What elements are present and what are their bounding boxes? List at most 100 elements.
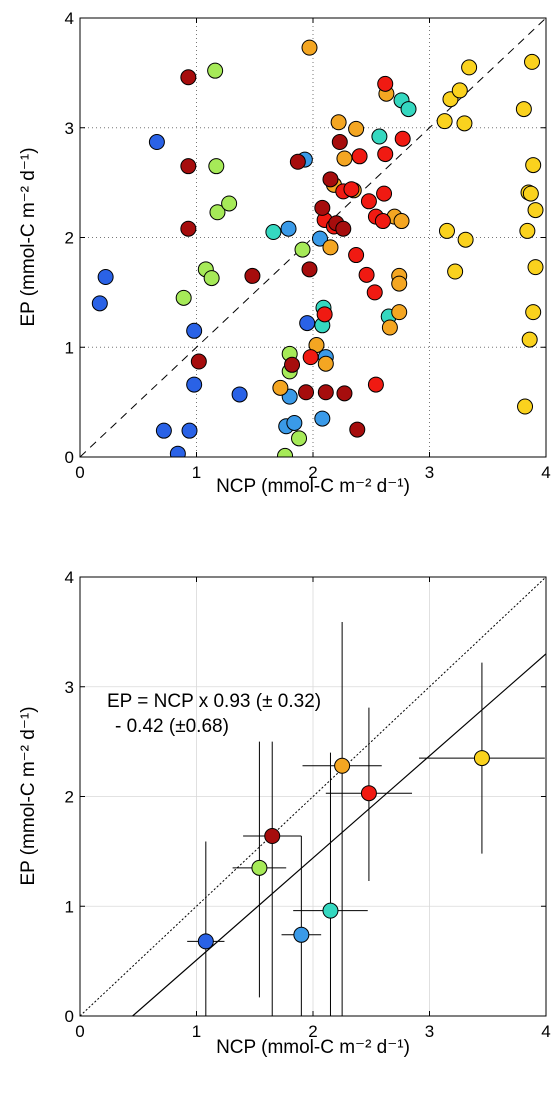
top-data-point-52 — [272, 379, 289, 396]
bot-xtick-label-1: 1 — [192, 1022, 201, 1041]
bot-ytick-label-0: 0 — [65, 1007, 74, 1026]
top-data-point-41 — [330, 114, 347, 131]
bot-data-point-4 — [264, 828, 281, 845]
top-x-axis-label-text: NCP (mmol-C m⁻² d⁻¹) — [216, 476, 410, 497]
top-data-point-17 — [311, 230, 328, 247]
top-data-point-96 — [461, 59, 478, 76]
top-data-point-60 — [348, 247, 365, 264]
bot-data-point-2 — [322, 902, 339, 919]
top-data-point-65 — [367, 376, 384, 393]
bottom-y-axis-label: EP (mmol-C m⁻² d⁻¹) — [18, 706, 39, 885]
top-data-point-74 — [180, 220, 197, 237]
top-data-point-28 — [209, 204, 226, 221]
top-data-point-83 — [322, 171, 339, 188]
top-ticks: 00 1 1 2 2 3 3 4 4 — [65, 9, 551, 482]
top-data-point-79 — [298, 384, 315, 401]
top-data-point-59 — [343, 181, 360, 198]
top-data-point-69 — [377, 146, 394, 163]
top-data-point-105 — [525, 304, 542, 321]
top-data-point-24 — [400, 101, 417, 118]
top-data-point-67 — [374, 213, 391, 230]
bot-xtick-label-0: 0 — [75, 1022, 84, 1041]
top-data-point-97 — [515, 101, 532, 118]
bot-ytick-label-2: 2 — [65, 788, 74, 807]
bottom-one-to-one-dotted-line — [80, 577, 546, 1016]
top-data-point-77 — [284, 356, 301, 373]
top-x-axis-label: NCP (mmol-C m⁻² d⁻¹) — [216, 476, 410, 497]
top-data-point-51 — [393, 213, 410, 230]
bottom-x-axis-label: NCP (mmol-C m⁻² d⁻¹) — [216, 1037, 410, 1058]
top-data-point-82 — [317, 384, 334, 401]
bottom-ticks: 00 1 1 2 2 3 3 4 4 — [65, 568, 551, 1041]
top-data-point-80 — [301, 261, 318, 278]
top-data-point-63 — [360, 193, 377, 210]
top-data-point-76 — [244, 267, 261, 284]
bot-xtick-label-3: 3 — [425, 1022, 434, 1041]
top-data-point-18 — [265, 224, 282, 241]
top-data-point-92 — [447, 263, 464, 280]
regression-equation-line2: - 0.42 (±0.68) — [115, 716, 229, 737]
top-data-point-38 — [317, 355, 334, 372]
top-data-point-50 — [391, 304, 408, 321]
top-one-to-one-dashed-line — [80, 18, 546, 457]
bot-data-point-1 — [293, 926, 310, 943]
bot-ytick-label-3: 3 — [65, 678, 74, 697]
bottom-panel: 00 1 1 2 2 3 3 4 4 EP = NCP x 0.93 (± 0.32) - 0.… — [18, 568, 551, 1058]
top-data-point-27 — [208, 158, 225, 175]
top-xtick-label-2: 2 — [308, 463, 317, 482]
top-data-point-62 — [358, 266, 375, 283]
top-data-point-39 — [322, 239, 339, 256]
bottom-points — [197, 750, 490, 950]
bottom-regression-line — [132, 653, 546, 1016]
top-data-point-87 — [336, 385, 353, 402]
top-data-point-9 — [299, 315, 316, 332]
top-data-point-95 — [457, 231, 474, 248]
top-data-point-102 — [522, 185, 539, 202]
bottom-x-axis-label-text: NCP (mmol-C m⁻² d⁻¹) — [216, 1037, 410, 1058]
top-one-to-one-line — [80, 18, 546, 457]
top-data-point-101 — [521, 331, 538, 348]
top-xtick-label-0: 0 — [75, 463, 84, 482]
top-data-point-107 — [527, 202, 544, 219]
top-panel: 00 1 1 2 2 3 3 4 4 NCP (mmol-C m⁻² d⁻¹) EP (mmol… — [18, 9, 551, 497]
top-data-point-55 — [316, 306, 333, 323]
top-data-point-5 — [181, 422, 198, 439]
top-ytick-label-1: 1 — [65, 338, 74, 357]
top-data-point-94 — [456, 115, 473, 132]
regression-equation-line1: EP = NCP x 0.93 (± 0.32) — [107, 691, 321, 712]
top-data-point-8 — [231, 386, 248, 403]
bot-data-point-3 — [251, 859, 268, 876]
top-data-point-104 — [525, 157, 542, 174]
top-data-point-68 — [376, 185, 393, 202]
top-data-point-72 — [180, 69, 197, 86]
bot-data-point-0 — [197, 933, 214, 950]
top-data-point-35 — [291, 430, 308, 447]
bot-ytick-label-1: 1 — [65, 897, 74, 916]
top-data-point-32 — [277, 447, 294, 457]
top-data-point-61 — [351, 148, 368, 165]
top-data-point-26 — [207, 62, 224, 79]
top-data-point-25 — [175, 289, 192, 306]
top-data-point-98 — [517, 398, 534, 415]
top-data-point-90 — [438, 222, 455, 239]
top-data-point-44 — [348, 120, 365, 137]
top-y-axis-label: EP (mmol-C m⁻² d⁻¹) — [18, 147, 39, 326]
top-data-point-73 — [180, 158, 197, 175]
top-data-point-85 — [331, 134, 348, 151]
top-data-point-81 — [314, 199, 331, 216]
top-data-point-4 — [169, 445, 186, 457]
top-data-point-53 — [301, 39, 318, 56]
top-data-point-2 — [148, 134, 165, 151]
top-xtick-label-3: 3 — [425, 463, 434, 482]
top-data-point-1 — [97, 269, 114, 286]
top-ytick-label-2: 2 — [65, 229, 74, 248]
top-xtick-label-1: 1 — [192, 463, 201, 482]
bot-data-point-5 — [334, 757, 351, 774]
top-data-point-6 — [186, 322, 203, 339]
bot-xtick-label-4: 4 — [541, 1022, 550, 1041]
top-points — [91, 39, 544, 457]
top-data-point-71 — [394, 130, 411, 147]
top-xtick-label-4: 4 — [541, 463, 550, 482]
top-data-point-29 — [221, 195, 238, 212]
